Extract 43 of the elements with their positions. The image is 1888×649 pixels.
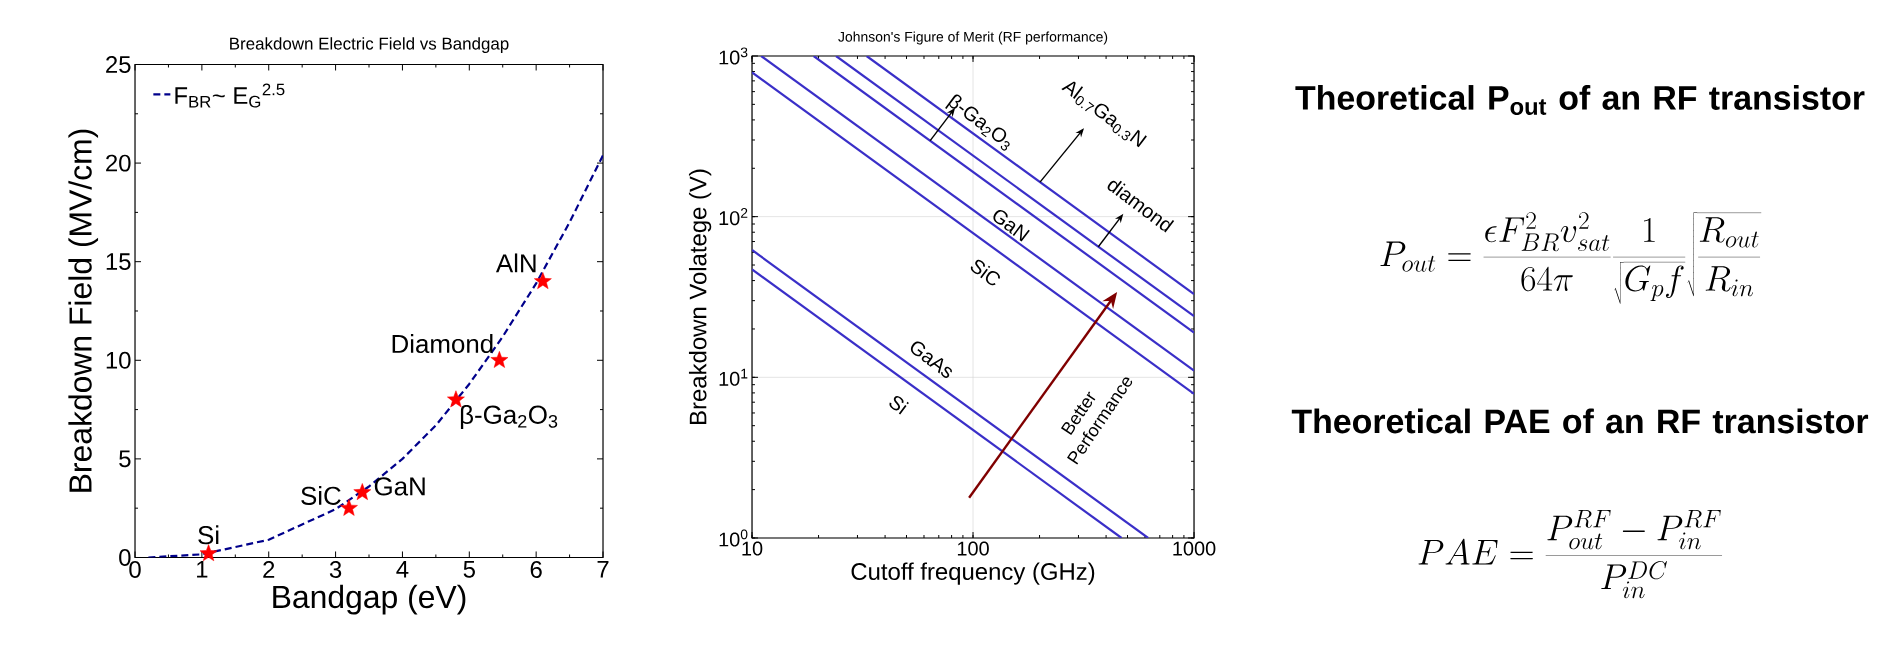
- x-axis-title: Cutoff frequency (GHz): [851, 562, 1095, 585]
- point: [490, 351, 509, 368]
- x-tick-label: 7: [597, 561, 609, 578]
- x-tick-label: 4: [396, 561, 409, 578]
- point: [353, 483, 372, 500]
- y-tick-label: 15: [106, 253, 131, 271]
- x-tick-label: 2: [263, 561, 275, 578]
- y-axis-title: Breakdown Volatege (V): [688, 169, 712, 424]
- y-axis-title: Breakdown Field (MV/cm): [68, 129, 99, 492]
- y-tick-label: 5: [119, 450, 131, 468]
- text: Theoretical P$_{out}$ of an RF transistor: [1295, 85, 1865, 115]
- y-tick-label: 25: [106, 56, 131, 73]
- annotation: Al$_{0.7}$Ga$_{0.3}$N: [1061, 81, 1147, 148]
- text: $PAE = \frac{P_{out}^{RF} - P_{in}^{RF}}{P_{in}^{DC}}$: [1418, 510, 1723, 599]
- point: [534, 272, 552, 289]
- chart-title: Breakdown Electric Field vs Bandgap: [230, 37, 509, 53]
- x-tick-label: 1000: [1173, 541, 1216, 556]
- x-tick-label: 5: [463, 561, 475, 578]
- x-tick-label: 6: [530, 561, 542, 578]
- annotation: Si: [889, 396, 909, 415]
- annotation: Diamond: [392, 334, 493, 354]
- x-tick-label: 3: [329, 561, 342, 578]
- y-tick-label: 10$^{2}$: [719, 208, 748, 226]
- annotation: SiC: [301, 485, 341, 505]
- annotation: Si: [198, 525, 219, 545]
- y-tick-label: 10$^{1}$: [719, 368, 748, 386]
- text: $P_{out} = \frac{\epsilon F_{BR}^{2} v_{sat}^{2}}{64\pi}\frac{1}{\sqrt{G_{p} f}}\sqrt{\frac{R_{out}}{R_{in}}}$: [1380, 212, 1762, 304]
- x-tick-label: 1: [197, 561, 208, 578]
- y-tick-label: 10: [106, 351, 131, 369]
- annotation: AlN: [495, 253, 536, 273]
- legend-label: F$_{BR}$~ E$_{G}$2.5: [175, 83, 285, 108]
- chart-title: Johnson's Figure of Merit (RF performance): [838, 31, 1108, 45]
- annotation: GaN: [374, 477, 425, 496]
- point: [199, 544, 218, 562]
- point: [340, 498, 358, 516]
- annotation: β-Ga$_{2}$O$_{3}$: [460, 404, 558, 430]
- y-tick-label: 20: [106, 154, 131, 172]
- text: Theoretical PAE of an RF transistor: [1291, 408, 1869, 434]
- y-tick-label: 10$^{3}$: [719, 47, 748, 65]
- x-axis-title: Bandgap (eV): [273, 584, 466, 615]
- annotation: SiC: [970, 259, 1000, 286]
- annotation: GaN: [993, 209, 1030, 242]
- x-tick-label: 100: [957, 541, 989, 556]
